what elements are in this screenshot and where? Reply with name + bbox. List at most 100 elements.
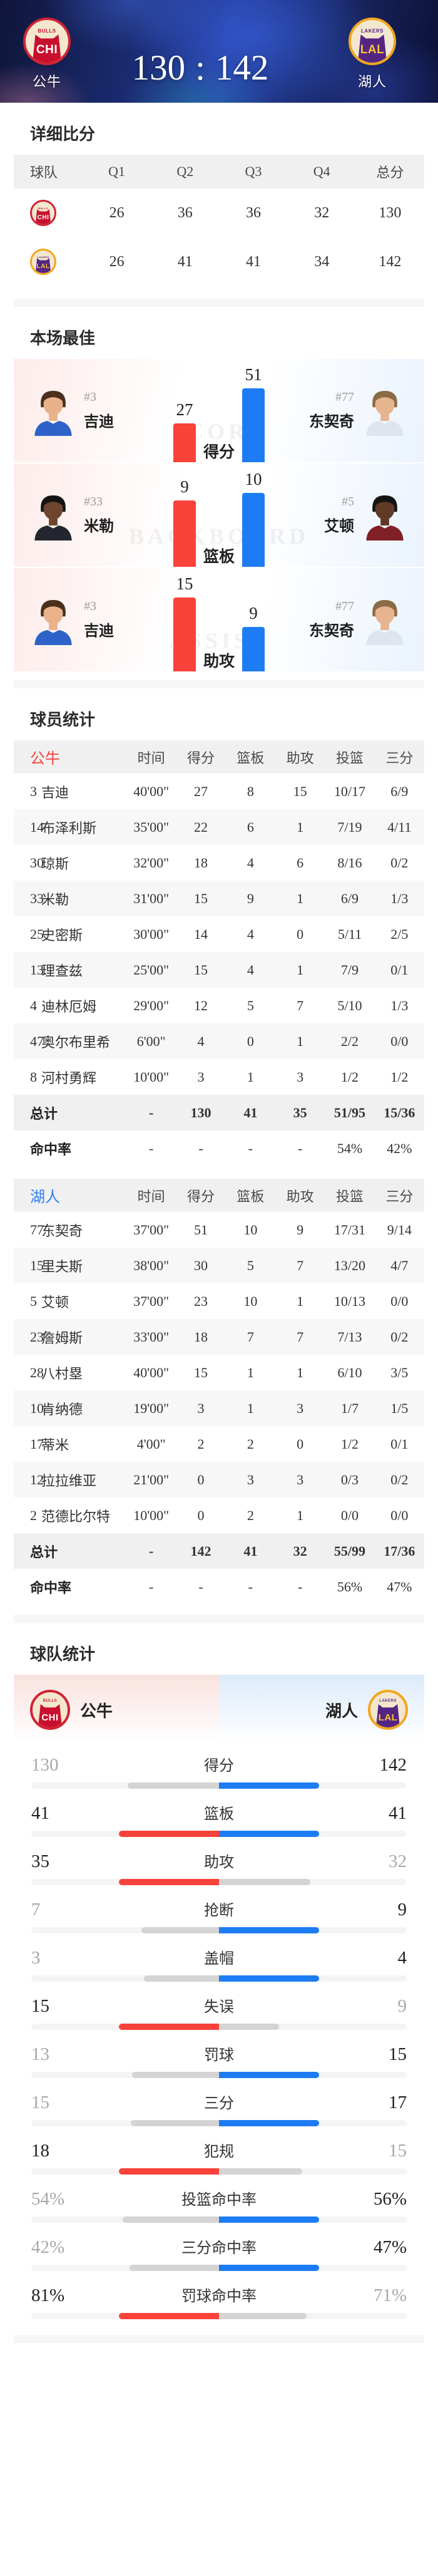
stat-fg: 1/2	[340, 1435, 359, 1452]
stat-time: 10'00"	[133, 1507, 170, 1523]
lakers-stat-value: 71%	[373, 2285, 407, 2305]
player-name: 东契奇	[309, 413, 354, 430]
stat-time: 38'00"	[133, 1257, 170, 1273]
team-stat-row: 130 得分 142	[14, 1745, 424, 1793]
stat-assists: 1	[297, 1033, 304, 1049]
stat-time: 21'00"	[133, 1471, 170, 1487]
bulls-stat-value: 7	[31, 1900, 41, 1920]
column-3pt: 三分	[385, 1188, 414, 1204]
lakers-pct-row: 命中率 - - - - 56% 47%	[30, 1578, 412, 1596]
stat-time: 6'00"	[136, 1033, 166, 1049]
player-name: 八村塁	[41, 1365, 83, 1382]
player-name: 米勒	[84, 518, 114, 535]
lakers-stat-bar	[219, 2120, 319, 2126]
stat-3pt: 1/3	[390, 890, 409, 906]
player-photo	[30, 595, 76, 645]
right-bar-value: 51	[245, 365, 262, 384]
lakers-stat-value: 32	[389, 1851, 407, 1871]
bulls-logo-icon: BULLS CHI	[30, 1690, 70, 1730]
section-team-stats: 球队统计 BULLS CHI 公牛 湖人 LAKERS LAL	[0, 1642, 438, 2343]
bulls-logo-abbr-text: CHI	[36, 43, 58, 57]
lakers-name: 湖人	[325, 1701, 358, 1720]
detailed-score-title: 详细比分	[30, 125, 96, 143]
lakers-stat-bar	[219, 1782, 319, 1789]
bulls-stat-value: 3	[31, 1948, 41, 1968]
stat-fg: 0/3	[340, 1471, 359, 1487]
lakers-stat-bar	[219, 2024, 279, 2030]
player-number: 15	[30, 1257, 44, 1273]
team-stat-row: 41 篮板 41	[14, 1793, 424, 1841]
stat-time: 10'00"	[133, 1068, 170, 1085]
best-comparison-rebounds: 9 篮板 10	[173, 470, 265, 567]
lakers-stat-bar	[219, 2313, 307, 2319]
quarter-score-table: 球队 Q1 Q2 Q3 Q4 总分 BULLS CHI 26 36 36	[14, 155, 424, 286]
bulls-stat-bar	[128, 1782, 219, 1789]
bulls-logo-league-text: BULLS	[38, 28, 56, 34]
section-divider	[14, 2335, 424, 2343]
player-row: 10 肯纳德 19'00" 3 1 3 1/7 1/5	[14, 1390, 424, 1426]
lakers-stat-bar	[219, 2168, 302, 2175]
stat-label: 罚球命中率	[181, 2288, 257, 2305]
stat-points: 22	[193, 819, 208, 835]
player-name: 艾顿	[324, 518, 354, 535]
stat-rebounds: 8	[247, 783, 254, 799]
stat-time: 40'00"	[133, 783, 170, 799]
player-photo	[362, 595, 408, 645]
stat-fg: 1/7	[340, 1400, 359, 1416]
best-row-points: SCORE #3 吉迪 27 得分 51	[14, 359, 424, 463]
player-name: 史密斯	[41, 927, 83, 943]
bulls-stat-bar	[131, 2120, 219, 2126]
stat-3pt: 6/9	[390, 783, 409, 799]
away-team-name: 湖人	[357, 74, 387, 90]
lakers-logo-icon: LAKERS LAL	[349, 18, 396, 65]
bulls-stat-bar	[119, 1879, 219, 1885]
quarter-row-lakers: LAKERS LAL 26 41 41 34 142	[14, 237, 424, 286]
team-stat-row: 15 失误 9	[14, 1986, 424, 2034]
player-name: 东契奇	[41, 1223, 83, 1239]
player-jersey-number: #77	[335, 390, 354, 404]
stat-label: 投篮命中率	[181, 2191, 257, 2208]
team-stat-row: 35 助攻 32	[14, 1841, 424, 1890]
total-score: 142	[379, 253, 402, 270]
stat-label: 三分	[204, 2095, 234, 2112]
lakers-stat-bar	[219, 1927, 319, 1933]
stat-fg: 5/11	[337, 926, 362, 942]
section-divider	[14, 680, 424, 688]
left-bar	[173, 597, 196, 671]
section-player-stats: 球员统计 公牛 时间 得分 篮板 助攻 投篮 三分 3 吉迪 40'00" 27	[0, 707, 438, 1623]
lakers-stat-value: 17	[389, 2092, 407, 2113]
bulls-stat-value: 15	[31, 2092, 49, 2113]
stat-time: 32'00"	[133, 854, 170, 871]
stat-label: 失误	[204, 1999, 234, 2015]
column-3pt: 三分	[385, 750, 414, 766]
stat-fg: 10/17	[334, 783, 366, 799]
lakers-stat-value: 142	[379, 1755, 407, 1775]
column-team: 球队	[30, 165, 58, 180]
stat-points: 15	[193, 961, 208, 978]
q2-score: 36	[177, 204, 193, 221]
lakers-stat-value: 41	[389, 1803, 407, 1823]
player-number: 4	[30, 997, 37, 1013]
right-bar	[242, 388, 265, 462]
player-number: 17	[30, 1435, 44, 1452]
q3-score: 36	[245, 204, 261, 221]
player-number: 30	[30, 854, 44, 871]
stat-label: 盖帽	[204, 1950, 234, 1967]
lakers-total-row: 总计 - 142 41 32 55/99 17/36	[14, 1533, 424, 1569]
stat-3pt: 0/0	[390, 1293, 409, 1309]
player-name: 东契奇	[309, 623, 354, 639]
stat-3pt: 2/5	[390, 926, 409, 942]
stat-3pt: 4/11	[387, 819, 412, 835]
stat-time: 37'00"	[133, 1293, 170, 1309]
stat-bar-track	[31, 2120, 407, 2126]
stat-label: 抢断	[204, 1902, 234, 1919]
stat-points: 0	[197, 1507, 205, 1523]
stat-label: 助攻	[204, 1854, 234, 1871]
hero-team-bulls: BULLS CHI 公牛	[0, 18, 94, 103]
stat-points: 27	[193, 783, 208, 799]
player-name: 河村勇辉	[41, 1070, 97, 1086]
player-number: 14	[30, 819, 44, 835]
player-name: 拉拉维亚	[41, 1472, 97, 1489]
column-assists: 助攻	[286, 750, 314, 766]
stat-3pt: 0/1	[390, 1435, 409, 1452]
